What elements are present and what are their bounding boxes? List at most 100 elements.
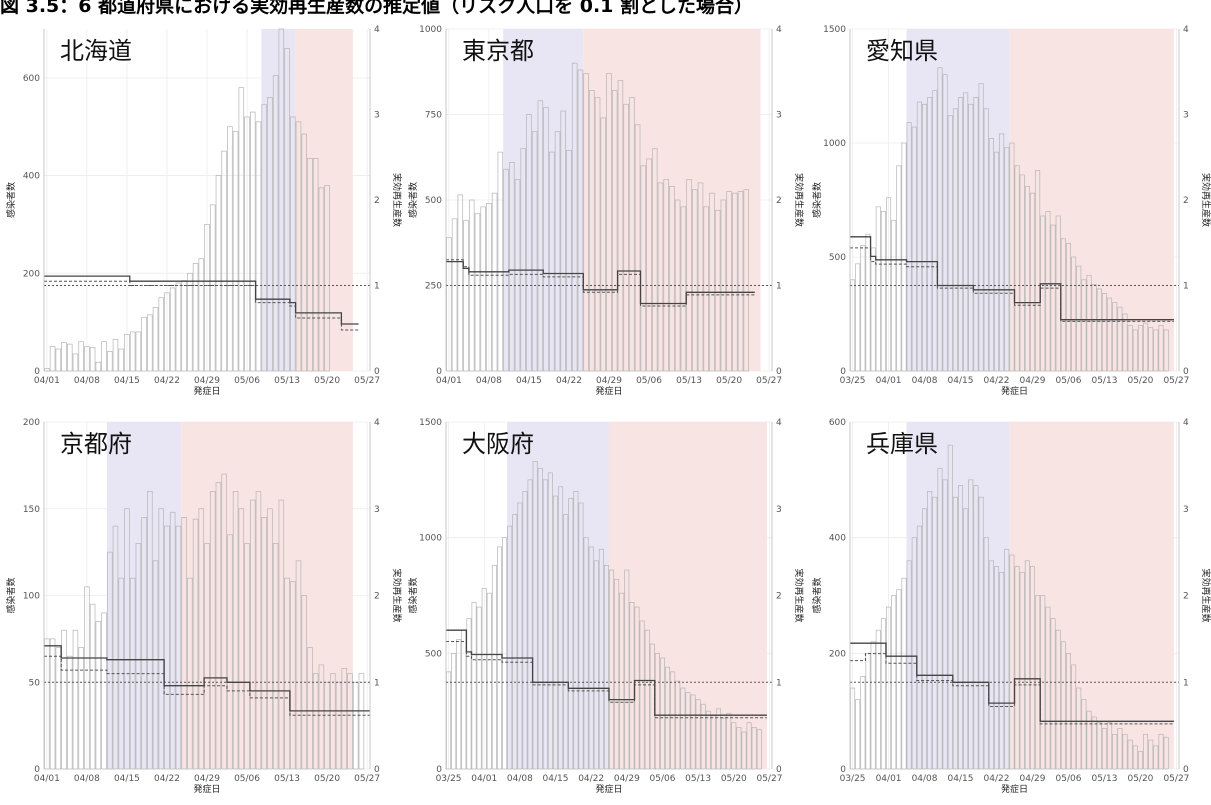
bar: [700, 703, 706, 770]
bar: [886, 606, 892, 770]
y-axis-title: 感染者数: [5, 182, 17, 218]
y2-tick-label: 1: [374, 282, 380, 292]
bar: [72, 629, 79, 770]
x-tick-label: 03/25: [436, 774, 462, 784]
y2-tick-label: 2: [374, 196, 380, 206]
bar: [993, 151, 1000, 372]
y-tick-label: 400: [23, 172, 40, 182]
bar: [593, 560, 599, 770]
x-tick-label: 04/29: [194, 774, 220, 784]
x-tick-label: 05/06: [650, 774, 676, 784]
y2-tick-label: 0: [374, 367, 380, 377]
bar: [697, 182, 704, 372]
y2-axis-title: 実効再生産数: [1200, 568, 1211, 622]
bar: [583, 73, 589, 372]
bar: [619, 592, 625, 770]
bar: [611, 90, 618, 372]
bar: [1035, 170, 1041, 372]
bar: [95, 621, 102, 770]
bar: [474, 213, 481, 372]
bar: [446, 671, 452, 770]
bar: [896, 165, 902, 372]
bar: [1004, 548, 1010, 770]
bar: [129, 331, 136, 372]
bar: [284, 48, 290, 372]
period1-shade: [507, 422, 609, 769]
y-tick-label: 500: [829, 253, 846, 263]
bar: [476, 606, 482, 770]
bar: [870, 641, 876, 770]
bar: [496, 546, 502, 770]
bar: [509, 162, 515, 372]
bar: [147, 314, 153, 372]
bar: [880, 618, 886, 770]
bar: [675, 680, 681, 770]
y2-tick-label: 1: [1183, 678, 1189, 688]
bar: [497, 151, 504, 372]
y2-tick-label: 4: [776, 25, 782, 35]
bar: [1065, 652, 1071, 770]
bar: [1148, 327, 1154, 372]
bar: [850, 279, 856, 372]
bar: [736, 727, 742, 770]
bar: [129, 577, 136, 770]
bar: [860, 245, 866, 372]
bar: [714, 209, 721, 372]
bar: [911, 537, 917, 770]
bar: [644, 629, 650, 770]
bar: [324, 681, 330, 770]
bar: [657, 182, 664, 372]
bar: [670, 671, 676, 770]
x-tick-label: 04/22: [556, 376, 582, 386]
y-tick-label: 600: [23, 74, 40, 84]
y-tick-label: 0: [436, 367, 442, 377]
bar: [84, 586, 90, 770]
bar: [1014, 566, 1020, 770]
bar: [1050, 224, 1056, 372]
bar: [554, 131, 561, 372]
bar: [198, 258, 205, 372]
y2-tick-label: 2: [776, 196, 782, 206]
bar: [732, 192, 738, 372]
bar: [112, 338, 119, 372]
bar: [978, 496, 984, 770]
bar: [680, 687, 686, 770]
bar: [640, 165, 647, 372]
bar: [522, 491, 528, 770]
bar: [589, 90, 595, 372]
bar: [141, 517, 147, 770]
bar: [261, 104, 267, 372]
bar: [652, 148, 658, 372]
x-tick-label: 05/06: [636, 376, 662, 386]
bar: [232, 131, 239, 372]
panel-osaka: 0 500 1000 1500 0 1 2 3 4 03/25 04/01 04/08 04/15 04/…: [407, 418, 804, 795]
bar: [175, 525, 182, 770]
bar: [164, 292, 170, 372]
bar: [680, 206, 687, 372]
y2-tick-label: 3: [1183, 111, 1189, 121]
bar: [1096, 288, 1102, 372]
bar: [181, 517, 187, 770]
bar: [1024, 185, 1030, 372]
panel-hokkaido: 0 200 400 600 0 1 2 3 4 04/01 04/08 04/15 04/22 04/29…: [5, 25, 402, 397]
bar: [1029, 192, 1036, 372]
bar: [512, 514, 518, 770]
bar: [1153, 745, 1159, 770]
bar: [968, 479, 974, 770]
bar: [646, 158, 652, 372]
bar: [1081, 699, 1087, 770]
bar: [1076, 265, 1082, 372]
bar: [1071, 256, 1077, 372]
y2-tick-label: 0: [374, 765, 380, 775]
bar: [850, 687, 856, 770]
bar: [486, 592, 492, 770]
bar: [169, 511, 176, 770]
y-tick-label: 1500: [419, 418, 442, 428]
bar: [1024, 560, 1030, 770]
y-tick-label: 1500: [823, 25, 846, 35]
y2-tick-label: 1: [776, 678, 782, 688]
x-axis-title: 発症日: [595, 385, 622, 397]
bar: [318, 187, 325, 372]
y2-axis-title: 実効再生産数: [391, 568, 402, 622]
rt-estimate-line: [850, 642, 1174, 722]
